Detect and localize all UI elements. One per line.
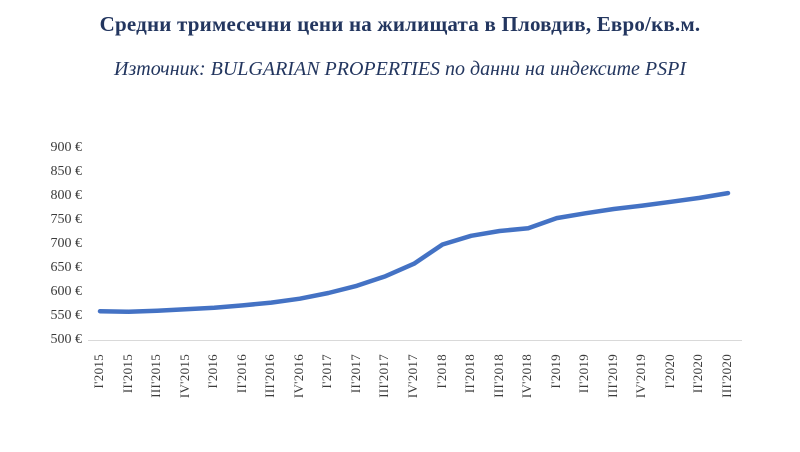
- x-axis-tick-label: I'2017: [319, 354, 335, 389]
- x-axis-tick-label: I'2015: [91, 354, 106, 389]
- y-axis-tick-label: 500 €: [50, 332, 83, 347]
- x-axis-tick-label: IV'2017: [405, 354, 420, 399]
- x-axis-tick-label: IV'2019: [633, 354, 649, 399]
- y-axis-tick-label: 550 €: [50, 308, 83, 323]
- x-axis-tick-label: IV'2018: [519, 354, 535, 399]
- x-axis-tick-label: III'2018: [490, 354, 506, 398]
- x-axis-tick-label: I'2020: [661, 354, 677, 389]
- x-axis-tick-label: II'2019: [576, 354, 592, 394]
- x-axis-tick-label: I'2019: [547, 354, 563, 389]
- y-axis-tick-label: 800 €: [50, 188, 83, 203]
- chart-title: Средни тримесечни цени на жилищата в Пло…: [99, 12, 701, 36]
- x-axis-tick-label: I'2018: [433, 354, 449, 389]
- x-axis-tick-label: II'2017: [347, 354, 363, 394]
- x-axis-tick-label: III'2016: [262, 354, 278, 398]
- chart-subtitle: Източник: BULGARIAN PROPERTIES по данни …: [114, 58, 686, 80]
- x-axis-tick-label: IV'2016: [290, 354, 306, 399]
- x-axis-tick-label: II'2016: [233, 354, 249, 394]
- y-axis-tick-label: 850 €: [50, 164, 83, 179]
- x-axis-tick-label: II'2015: [119, 354, 135, 394]
- chart: 500 € 550 € 600 € 650 € 700 € 750 € 800 € 850 €…: [0, 130, 800, 452]
- y-axis-tick-label: 650 €: [50, 260, 83, 275]
- x-axis-tick-label: III'2019: [604, 354, 620, 398]
- x-axis-tick-label: I'2016: [205, 354, 221, 389]
- y-axis-tick-label: 900 €: [50, 140, 83, 155]
- y-axis-tick-label: 700 €: [50, 236, 83, 251]
- plot-svg: [88, 190, 742, 341]
- x-axis-tick-label: III'2020: [719, 354, 734, 398]
- x-axis-tick-label: III'2017: [376, 354, 392, 398]
- x-axis-tick-label: II'2018: [462, 354, 478, 394]
- x-axis-tick-label: III'2015: [148, 354, 164, 398]
- y-axis-tick-label: 600 €: [50, 284, 83, 299]
- x-axis-tick-label: IV'2015: [176, 354, 192, 399]
- y-axis-tick-label: 750 €: [50, 212, 83, 227]
- price-series-line: [97, 190, 731, 314]
- x-axis-tick-label: II'2020: [690, 354, 706, 394]
